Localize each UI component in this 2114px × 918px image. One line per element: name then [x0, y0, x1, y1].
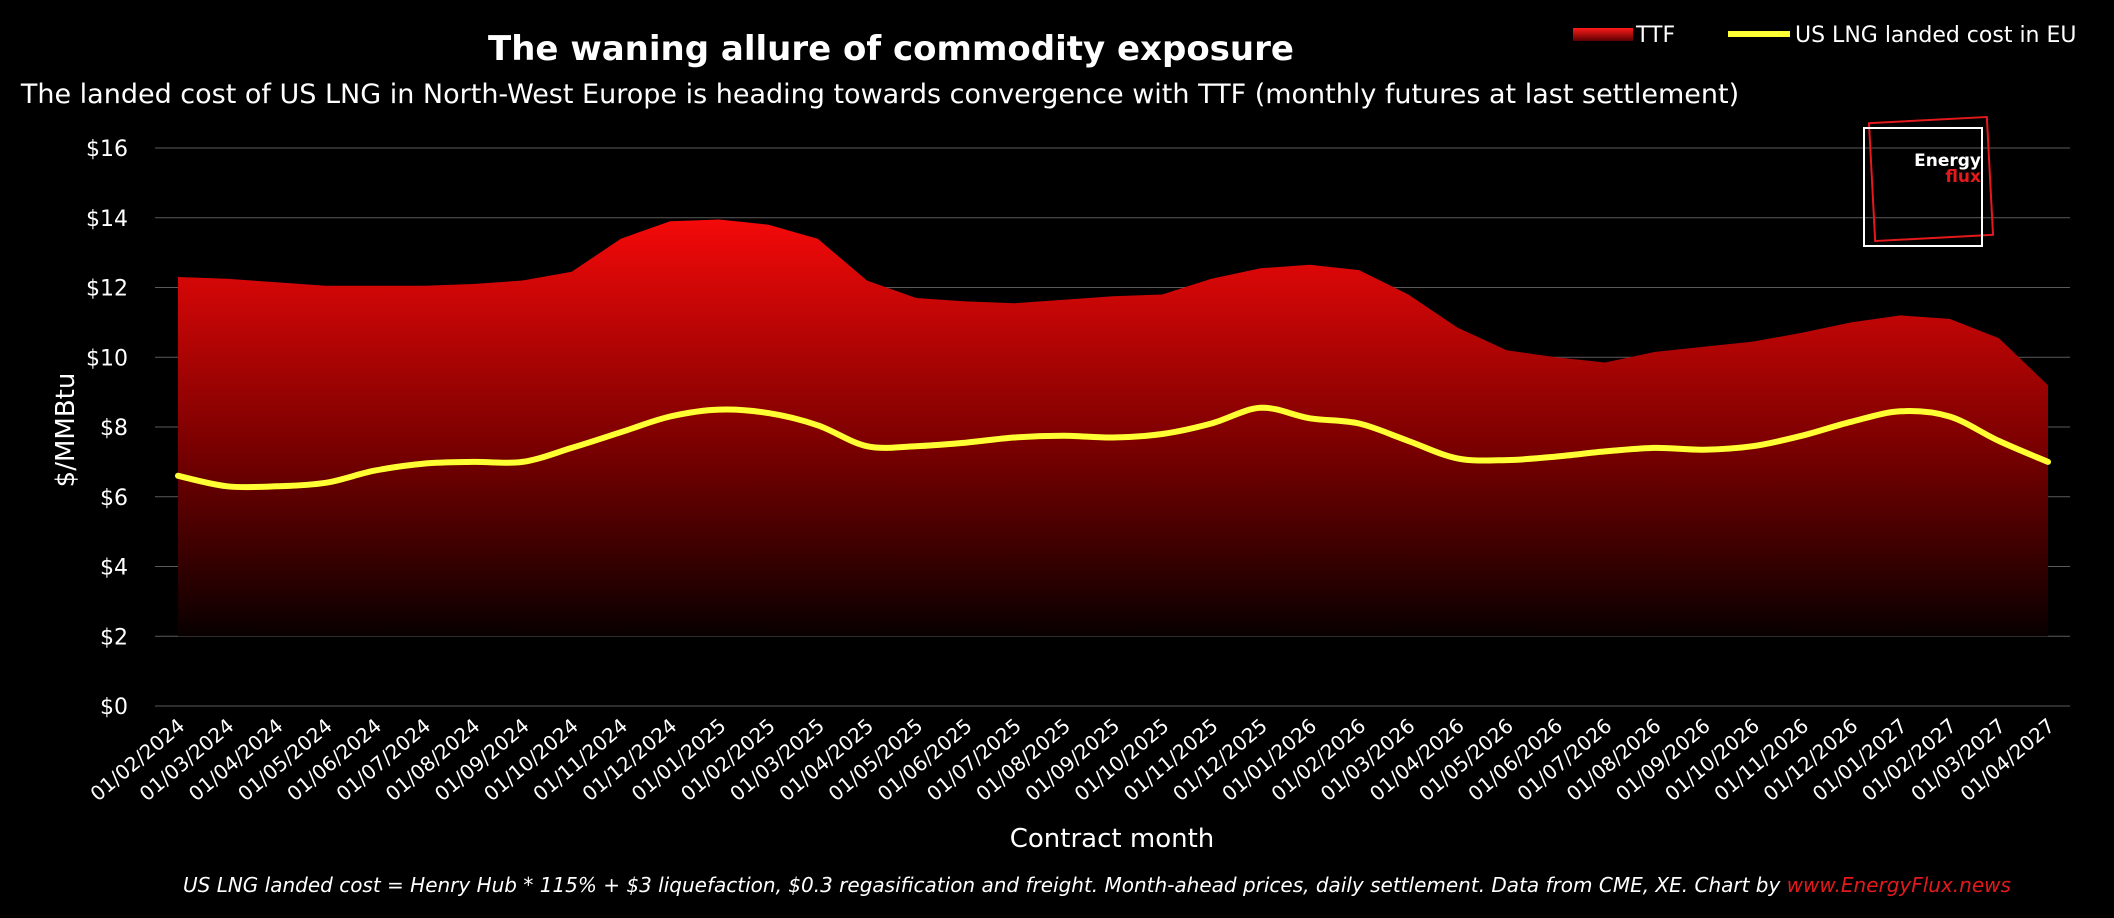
y-tick-label: $2	[100, 625, 128, 650]
legend-swatch-ttf	[1573, 28, 1633, 41]
lng-line	[175, 404, 2051, 491]
chart-subtitle: The landed cost of US LNG in North-West …	[20, 79, 1739, 110]
y-tick-label: $6	[100, 486, 128, 511]
y-tick-label: $0	[100, 695, 128, 720]
y-axis-label: $/MMBtu	[51, 373, 81, 488]
ttf-area	[178, 219, 2048, 637]
y-axis-ticks: $0 $2 $4 $6 $8 $10 $12 $14 $16	[86, 137, 128, 720]
legend: TTF US LNG landed cost in EU	[1573, 23, 2077, 48]
x-axis-label: Contract month	[1010, 824, 1215, 854]
y-tick-label: $8	[100, 416, 128, 441]
chart-title: The waning allure of commodity exposure	[488, 29, 1294, 69]
legend-label-lng: US LNG landed cost in EU	[1795, 23, 2077, 48]
footnote: US LNG landed cost = Henry Hub * 115% + …	[183, 873, 2011, 897]
x-axis-ticks: 01/02/202401/03/202401/04/202401/05/2024…	[85, 713, 2059, 805]
y-tick-label: $16	[86, 137, 128, 162]
logo-frame-white	[1863, 127, 1983, 247]
y-tick-label: $14	[86, 207, 128, 232]
logo-text-flux: flux	[1945, 167, 1981, 187]
ttf-area-layer	[178, 219, 2048, 637]
footnote-text: US LNG landed cost = Henry Hub * 115% + …	[183, 873, 1787, 897]
y-tick-label: $12	[86, 277, 128, 302]
lng-line-layer	[175, 404, 2051, 491]
logo-text-energy: Energy	[1914, 151, 1981, 171]
y-tick-label: $10	[86, 346, 128, 371]
legend-label-ttf: TTF	[1635, 23, 1675, 48]
logo-frame-red	[1867, 115, 1995, 243]
y-tick-label: $4	[100, 556, 128, 581]
footnote-link[interactable]: www.EnergyFlux.news	[1787, 873, 2011, 897]
energyflux-logo: Energy flux	[1863, 115, 1995, 247]
